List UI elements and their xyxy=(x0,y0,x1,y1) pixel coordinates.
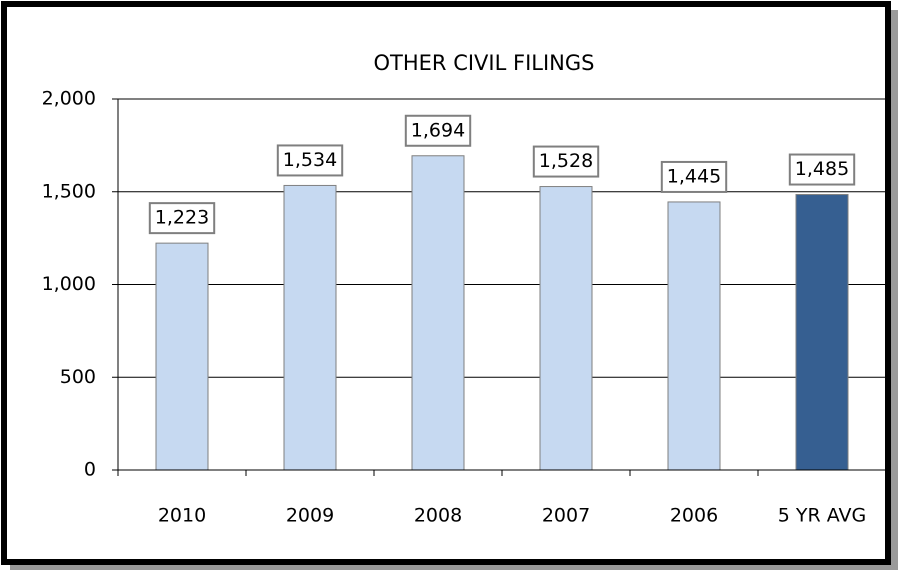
data-label-box xyxy=(788,153,856,186)
data-label-box xyxy=(532,145,600,178)
y-tick-label: 1,000 xyxy=(42,273,96,295)
data-label: 1,223 xyxy=(155,207,209,229)
bar xyxy=(283,184,337,471)
y-tick-label: 500 xyxy=(60,366,96,388)
chart-title: OTHER CIVIL FILINGS xyxy=(374,51,595,75)
bar xyxy=(411,155,465,471)
data-label: 1,528 xyxy=(539,150,593,172)
data-label: 1,534 xyxy=(283,149,337,171)
x-tick-label: 2008 xyxy=(414,505,462,527)
bar xyxy=(667,201,721,471)
bar xyxy=(539,186,593,471)
y-tick-label: 1,500 xyxy=(42,180,96,202)
x-tick-label: 2010 xyxy=(158,505,206,527)
data-label-box xyxy=(660,160,728,193)
x-tick-label: 5 YR AVG xyxy=(778,505,866,527)
data-label: 1,445 xyxy=(667,165,721,187)
x-tick-label: 2009 xyxy=(286,505,334,527)
data-label-box xyxy=(148,202,216,235)
x-tick-label: 2006 xyxy=(670,505,718,527)
bar xyxy=(795,194,849,471)
y-tick-label: 0 xyxy=(84,459,96,481)
data-label: 1,485 xyxy=(795,158,849,180)
y-tick-label: 2,000 xyxy=(42,88,96,110)
data-label-box xyxy=(404,114,472,147)
data-label: 1,694 xyxy=(411,119,465,141)
data-label-box xyxy=(276,144,344,177)
bar xyxy=(155,242,209,471)
x-tick-label: 2007 xyxy=(542,505,590,527)
